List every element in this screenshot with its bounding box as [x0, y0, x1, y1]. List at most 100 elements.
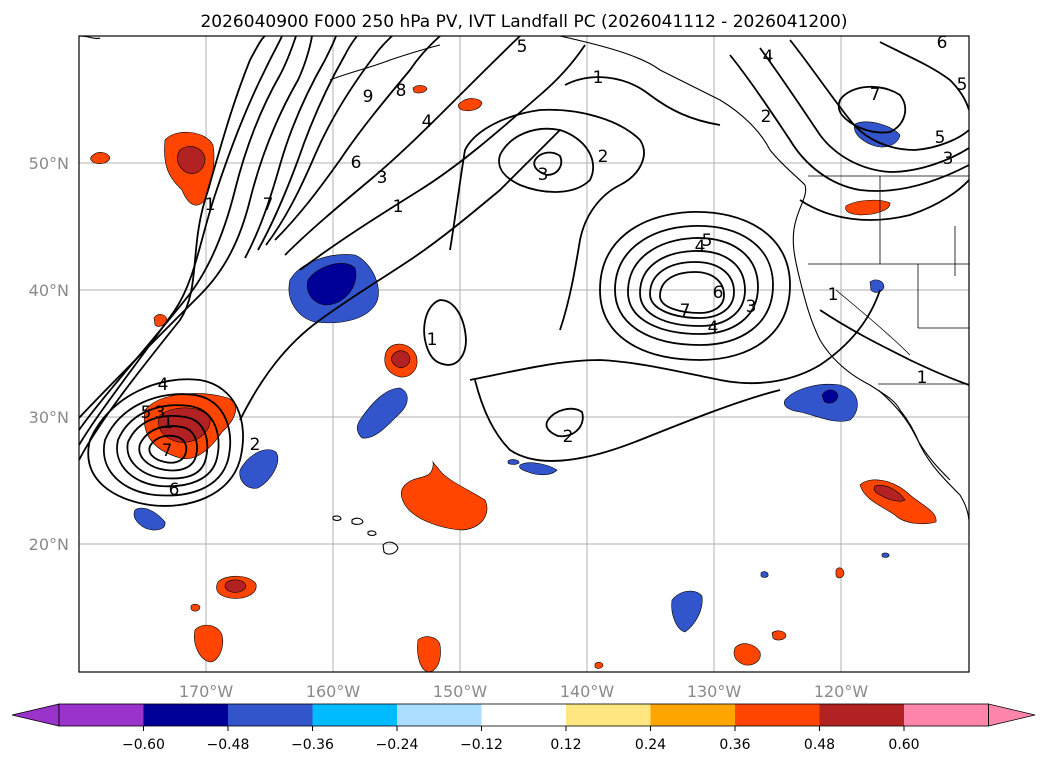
fill-negative-patch [507, 459, 520, 465]
contour-label: 2 [598, 147, 609, 167]
alaska-coast [559, 36, 806, 186]
colorbar-segment [819, 704, 904, 726]
contour-line [257, 36, 358, 251]
contour-label: 9 [363, 87, 374, 107]
colorbar-tick-label: −0.48 [207, 737, 250, 753]
pv-fill-patches [90, 85, 937, 672]
contour-label: 7 [680, 301, 691, 321]
lon-label: 130°W [687, 682, 742, 701]
colorbar-tick-label: −0.36 [291, 737, 334, 753]
colorbar-segment [312, 704, 397, 726]
fill-positive-patch [417, 636, 441, 672]
contour-label: 1 [427, 330, 438, 350]
contour-line [759, 47, 969, 173]
longitude-labels: 170°W 160°W 150°W 140°W 130°W 120°W [179, 682, 869, 701]
fill-positive-patch [412, 85, 428, 94]
colorbar-ticks [143, 726, 905, 731]
contour-label: 7 [263, 195, 274, 215]
contour-label: 6 [713, 283, 724, 303]
contour-line [299, 44, 586, 271]
contour-line [545, 407, 584, 437]
fill-positive-patch [190, 603, 201, 612]
colorbar-segment [735, 704, 820, 726]
contour-line [729, 54, 969, 192]
contour-label: 3 [538, 165, 549, 185]
lat-label: 20°N [29, 535, 69, 554]
contour-label: 5 [935, 128, 946, 148]
contour-label: 6 [937, 33, 948, 53]
colorbar-segment [650, 704, 735, 726]
contour-line [837, 85, 907, 134]
contour-label: 4 [763, 47, 774, 67]
contour-label: 2 [761, 107, 772, 127]
contour-line [627, 237, 759, 335]
fill-positive-patch [90, 152, 111, 164]
lon-label: 150°W [433, 682, 488, 701]
contour-label: 1 [205, 195, 216, 215]
fill-positive-core [873, 485, 906, 502]
map-background [79, 36, 969, 672]
fill-negative-patch [881, 552, 890, 558]
colorbar-segment [397, 704, 482, 726]
colorbar-tick-label: −0.24 [376, 737, 419, 753]
colorbar-tick-label: −0.12 [460, 737, 503, 753]
fill-negative-patch [869, 279, 885, 293]
colorbar-tick-label: 0.48 [804, 737, 835, 753]
contour-label: 1 [393, 197, 404, 217]
contour-label: 3 [155, 403, 166, 423]
aleutian-islands [329, 44, 441, 81]
fill-negative-patch [239, 449, 278, 489]
contour-label: 1 [593, 68, 604, 88]
contour-line [789, 39, 969, 151]
contour-label: 4 [422, 112, 433, 132]
contour-line [244, 36, 337, 259]
contour-label: 4 [695, 237, 706, 257]
contour-line [423, 299, 467, 366]
latitude-labels: 50°N 40°N 30°N 20°N [29, 154, 69, 554]
contour-label: 6 [351, 153, 362, 173]
contour-line [639, 250, 746, 327]
lon-label: 170°W [179, 682, 234, 701]
contour-label: 5 [141, 403, 152, 423]
hawaii-island-small [351, 517, 364, 525]
contour-line [879, 41, 969, 111]
contour-line [274, 36, 441, 241]
lat-label: 40°N [29, 281, 69, 300]
contour-label: 5 [702, 231, 713, 251]
contour-label: 3 [746, 297, 757, 317]
fill-positive-patch [594, 661, 604, 669]
contour-label: 8 [396, 81, 407, 101]
colorbar: −0.60 −0.48 −0.36 −0.24 −0.12 0.12 0.24 … [11, 703, 1036, 753]
colorbar-segment [904, 704, 989, 726]
contour-line [138, 425, 198, 472]
contour-line [599, 211, 791, 361]
colorbar-segment [481, 704, 566, 726]
colorbar-tick-label: 0.12 [550, 737, 581, 753]
contour-line [79, 36, 283, 446]
contour-label: 1 [828, 285, 839, 305]
contour-line [474, 379, 781, 462]
lon-label: 140°W [560, 682, 615, 701]
fill-negative-patch [519, 462, 558, 476]
fill-negative-patch [760, 571, 769, 578]
contour-line [126, 415, 209, 480]
lon-label: 120°W [814, 682, 869, 701]
fill-positive-patch [733, 643, 761, 666]
contour-label: 1 [917, 368, 928, 388]
fill-positive-patch [771, 630, 787, 641]
contour-labels: 1 1 1 1 1 1 1 2 2 2 2 3 3 3 3 3 4 4 4 4 … [141, 33, 968, 500]
contour-line [102, 393, 232, 497]
colorbar-tick-label: −0.60 [122, 737, 165, 753]
north-america-coast [792, 184, 969, 521]
gulf-of-california-coast [877, 389, 951, 481]
fill-negative-core [307, 263, 357, 306]
lon-label: 160°W [306, 682, 361, 701]
fill-negative-patch [854, 121, 901, 148]
contour-line [265, 36, 393, 246]
fill-negative-patch [671, 590, 703, 633]
contour-line [239, 129, 561, 421]
fill-positive-patch [835, 567, 845, 579]
map-title: 2026040900 F000 250 hPa PV, IVT Landfall… [200, 12, 847, 32]
contour-label: 5 [957, 75, 968, 95]
